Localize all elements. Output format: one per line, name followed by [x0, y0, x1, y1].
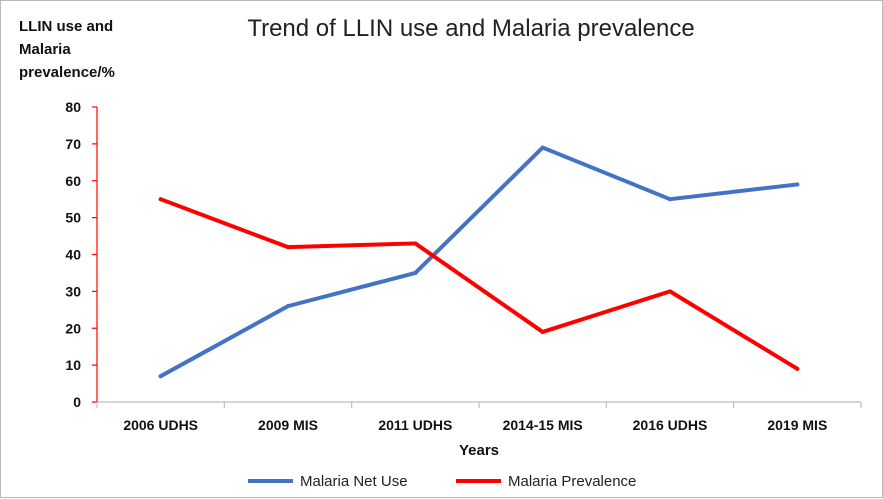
data-point — [158, 197, 163, 202]
y-tick-label: 40 — [65, 247, 81, 263]
legend-label: Malaria Prevalence — [508, 473, 636, 490]
y-axis-label: LLIN use and Malaria prevalence/% — [19, 15, 179, 84]
x-tick-label: 2016 UDHS — [633, 417, 708, 433]
y-tick-label: 30 — [65, 283, 81, 299]
data-point — [668, 289, 672, 294]
data-point — [286, 304, 290, 309]
legend-label: Malaria Net Use — [300, 473, 408, 490]
y-tick-label: 0 — [73, 394, 81, 410]
data-point — [540, 329, 545, 334]
y-tick-label: 10 — [65, 357, 81, 373]
x-tick-label: 2011 UDHS — [378, 417, 452, 433]
chart-title: Trend of LLIN use and Malaria prevalence — [247, 15, 695, 42]
x-tick-label: 2009 MIS — [258, 417, 318, 433]
x-tick-label: 2019 MIS — [767, 417, 827, 433]
x-axis-title: Years — [459, 442, 499, 459]
series-line-net-use — [158, 145, 800, 379]
y-axis-label-line: LLIN use and — [19, 18, 114, 35]
data-point — [540, 145, 545, 150]
data-point — [795, 366, 800, 371]
data-point — [286, 245, 290, 250]
x-tick-label: 2014-15 MIS — [503, 417, 583, 433]
y-tick-label: 20 — [65, 320, 81, 336]
y-axis-label-line: prevalence/% — [19, 64, 115, 81]
data-point — [158, 374, 163, 379]
x-tick-label: 2006 UDHS — [123, 417, 198, 433]
y-tick-label: 60 — [65, 173, 81, 189]
data-point — [795, 182, 800, 187]
data-point — [413, 270, 418, 275]
y-tick-label: 80 — [65, 99, 81, 115]
y-tick-label: 50 — [65, 210, 81, 226]
data-point — [668, 197, 672, 202]
series-line-prevalence — [158, 197, 800, 371]
y-tick-label: 70 — [65, 136, 81, 152]
y-axis-label-line: Malaria — [19, 41, 71, 58]
data-point — [413, 241, 418, 246]
